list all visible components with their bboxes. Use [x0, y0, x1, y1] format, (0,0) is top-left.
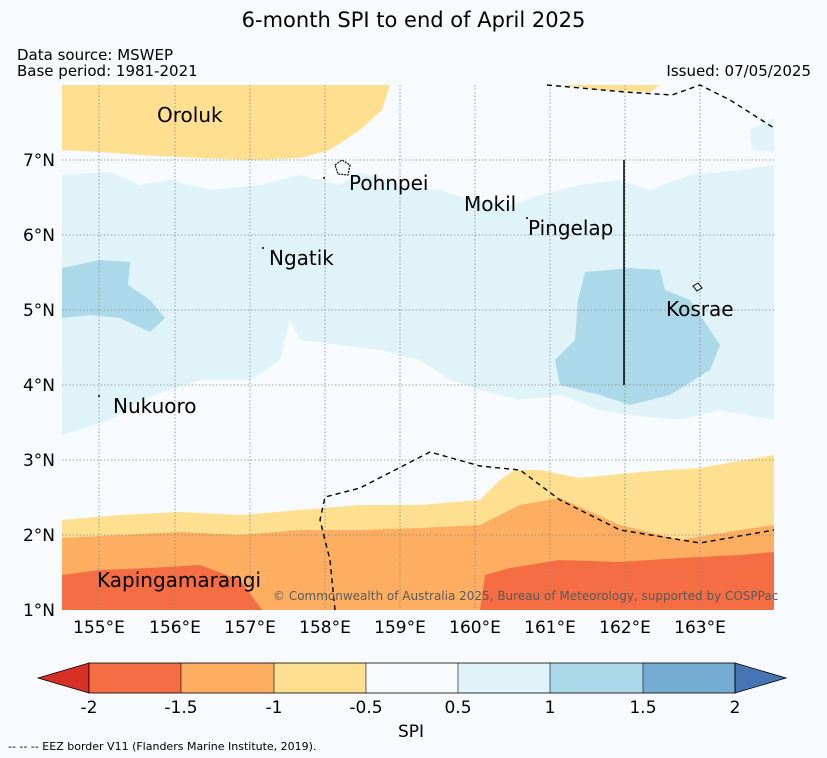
colorbar-tick: 0.5 — [444, 698, 471, 718]
colorbar-tick: -0.5 — [349, 698, 382, 718]
colorbar-tick: 1.5 — [629, 698, 656, 718]
dry-region-north — [62, 85, 390, 160]
colorbar-segment — [550, 663, 643, 693]
lon-tick: 161°E — [524, 618, 576, 638]
colorbar-segment — [89, 663, 181, 693]
colorbar-tick: 1 — [545, 698, 556, 718]
lon-tick: 157°E — [224, 618, 276, 638]
lon-tick: 162°E — [599, 618, 651, 638]
lat-tick: 7°N — [23, 151, 55, 171]
spi-colorbar: -2 -1.5 -1 -0.5 0.5 1 1.5 2 — [36, 662, 788, 718]
ngatik-dot — [262, 247, 264, 249]
dry-region-northeast — [560, 85, 660, 92]
pingelap-dot — [526, 217, 528, 219]
place-label-kapingamarangi: Kapingamarangi — [97, 568, 261, 592]
latitude-ticks: 1°N 2°N 3°N 4°N 5°N 6°N 7°N — [23, 151, 55, 621]
place-label-pohnpei: Pohnpei — [349, 171, 429, 195]
colorbar-segment — [274, 663, 366, 693]
colorbar-segment — [181, 663, 274, 693]
severely-dry-region — [62, 565, 262, 610]
graticule — [62, 85, 774, 610]
place-label-mokil: Mokil — [464, 192, 516, 216]
base-period-text: Base period: 1981-2021 — [17, 62, 198, 80]
colorbar-tick: -1 — [266, 698, 283, 718]
lon-tick: 159°E — [374, 618, 426, 638]
longitude-ticks: 155°E 156°E 157°E 158°E 159°E 160°E 161°… — [73, 618, 726, 638]
colorbar-extend-low — [36, 662, 90, 694]
lat-tick: 6°N — [23, 226, 55, 246]
lon-tick: 160°E — [449, 618, 501, 638]
kosrae-island-icon — [692, 282, 703, 292]
colorbar-label: SPI — [398, 722, 425, 742]
moderately-wet-east — [555, 268, 720, 405]
issued-date-text: Issued: 07/05/2025 — [666, 62, 811, 80]
pohnpei-island-icon — [334, 159, 351, 176]
nukuoro-dot — [98, 395, 100, 397]
lat-tick: 1°N — [23, 601, 55, 621]
place-label-pingelap: Pingelap — [528, 216, 613, 240]
lon-tick: 163°E — [674, 618, 726, 638]
lat-tick: 2°N — [23, 526, 55, 546]
colorbar-segment — [458, 663, 550, 693]
copyright-text: © Commonwealth of Australia 2025, Bureau… — [273, 589, 779, 603]
map-title: 6-month SPI to end of April 2025 — [241, 8, 586, 32]
colorbar-tick: -2 — [81, 698, 98, 718]
colorbar-segment — [643, 663, 735, 693]
lat-tick: 5°N — [23, 301, 55, 321]
colorbar-segment — [366, 663, 458, 693]
place-label-oroluk: Oroluk — [157, 103, 223, 127]
severely-dry-region-east — [480, 552, 774, 610]
eez-border — [319, 84, 775, 611]
place-label-ngatik: Ngatik — [269, 246, 334, 270]
spi-field — [62, 85, 774, 610]
place-label-nukuoro: Nukuoro — [113, 394, 197, 418]
colorbar-tick: -1.5 — [164, 698, 197, 718]
place-label-kosrae: Kosrae — [666, 297, 734, 321]
wet-region-northeast — [750, 118, 774, 152]
colorbar-extend-high — [734, 662, 788, 694]
island-dot — [323, 177, 325, 179]
lon-tick: 158°E — [299, 618, 351, 638]
colorbar-tick: 2 — [730, 698, 741, 718]
lon-tick: 155°E — [73, 618, 125, 638]
lat-tick: 4°N — [23, 376, 55, 396]
lat-tick: 3°N — [23, 451, 55, 471]
lon-tick: 156°E — [149, 618, 201, 638]
eez-note: -- -- -- EEZ border V11 (Flanders Marine… — [8, 740, 317, 753]
data-source-text: Data source: MSWEP — [17, 46, 174, 64]
moderately-wet-west — [62, 260, 165, 332]
